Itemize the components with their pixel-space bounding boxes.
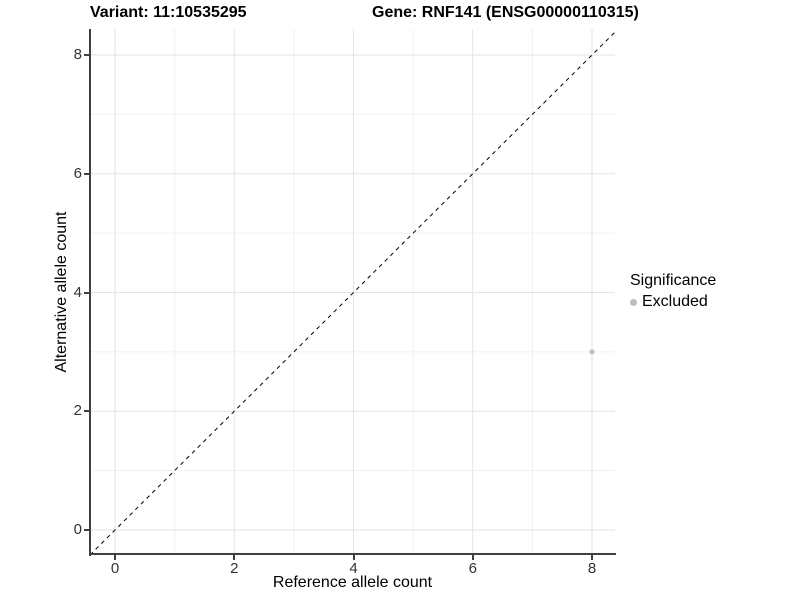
legend-point-icon — [630, 298, 637, 306]
x-tick-mark — [591, 555, 593, 560]
x-axis-title: Reference allele count — [272, 574, 433, 591]
legend-item-excluded: Excluded — [630, 293, 716, 311]
plot-area — [89, 29, 617, 556]
y-tick-mark — [84, 410, 89, 413]
x-tick-label: 0 — [110, 560, 120, 577]
data-point — [589, 349, 595, 355]
x-axis-line — [89, 553, 616, 555]
plot-panel — [89, 29, 617, 556]
x-tick-label: 8 — [587, 560, 597, 577]
legend-title: Significance — [630, 272, 717, 289]
y-tick-label: 2 — [73, 402, 82, 420]
plot-title-variant: Variant: 11:10535295 — [90, 4, 247, 21]
y-tick-mark — [84, 54, 89, 56]
legend: Significance Excluded — [630, 272, 716, 311]
identity-line — [89, 30, 617, 556]
plot-title-gene: Gene: RNF141 (ENSG00000110315) — [372, 4, 639, 21]
legend-item-label: Excluded — [642, 293, 708, 310]
y-tick-mark — [84, 291, 89, 294]
y-tick-label: 4 — [73, 283, 82, 301]
y-tick-mark — [84, 172, 89, 175]
y-tick-label: 8 — [73, 46, 82, 63]
x-tick-label: 6 — [468, 560, 477, 577]
x-tick-mark — [114, 555, 116, 560]
x-tick-mark — [471, 555, 474, 560]
x-tick-label: 2 — [230, 560, 239, 577]
x-tick-label: 4 — [349, 560, 358, 577]
y-axis-line — [89, 29, 91, 556]
y-tick-mark — [84, 529, 89, 531]
x-tick-mark — [233, 555, 236, 560]
x-tick-mark — [352, 555, 355, 560]
y-tick-label: 6 — [73, 164, 82, 182]
y-tick-label: 0 — [73, 521, 82, 538]
